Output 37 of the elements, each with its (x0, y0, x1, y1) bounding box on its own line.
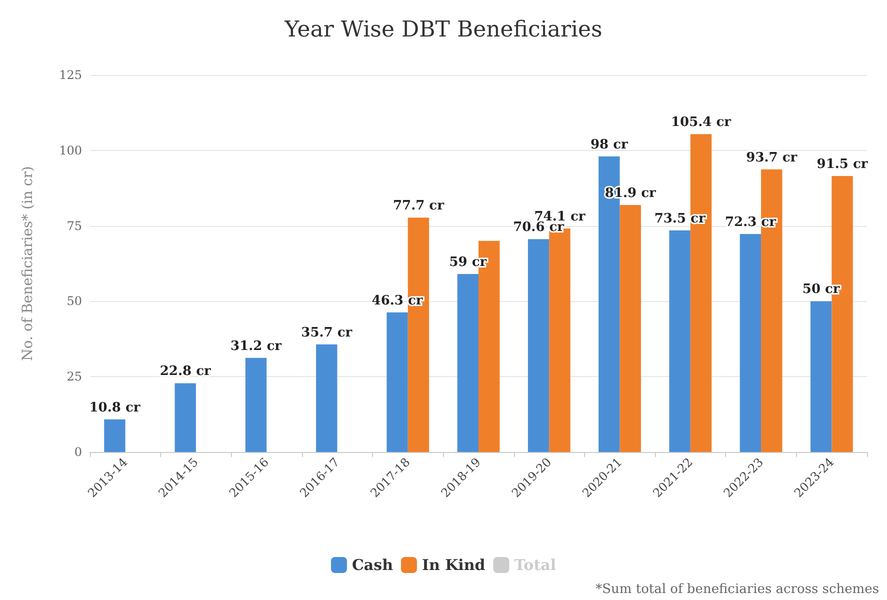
y-tick-label: 125 (59, 68, 82, 82)
bar (761, 169, 782, 452)
bar (740, 234, 762, 452)
y-tick-label: 25 (66, 370, 82, 384)
bar (408, 218, 430, 452)
bar (528, 239, 550, 452)
y-tick-label: 75 (66, 218, 82, 233)
chart-title: Year Wise DBT Beneficiaries (284, 18, 602, 42)
bar (386, 312, 408, 452)
legend-label: In Kind (422, 556, 486, 574)
y-tick-label: 100 (59, 143, 82, 158)
data-label: 31.2 cr (230, 338, 282, 354)
text: *Sum total of beneficiaries across schemes (596, 582, 880, 597)
data-label: 73.5 cr (654, 211, 706, 226)
data-label: 46.3 cr (372, 293, 423, 308)
bar (174, 383, 196, 452)
data-label: 91.5 cr (816, 157, 868, 172)
data-label: 77.7 cr (392, 198, 444, 214)
data-label: 93.7 cr (746, 150, 798, 166)
data-label: 10.8 cr (89, 400, 140, 416)
legend-label: Cash (352, 556, 394, 574)
bar (457, 274, 478, 452)
y-axis-title: No. of Beneficiaries* (in cr) (20, 166, 36, 361)
bar (690, 134, 712, 452)
y-tick-label: 50 (66, 294, 82, 308)
y-tick-label: 0 (74, 445, 82, 459)
bar (316, 344, 338, 452)
data-label: 35.7 cr (301, 325, 352, 340)
data-label: 22.8 cr (160, 364, 211, 380)
bar (245, 358, 267, 452)
bar (104, 419, 126, 452)
bar (669, 230, 690, 452)
bar (810, 301, 832, 452)
data-label: 72.3 cr (724, 214, 776, 230)
bar (620, 204, 641, 452)
data-label: 98 cr (590, 137, 628, 152)
data-label: 105.4 cr (671, 115, 732, 130)
